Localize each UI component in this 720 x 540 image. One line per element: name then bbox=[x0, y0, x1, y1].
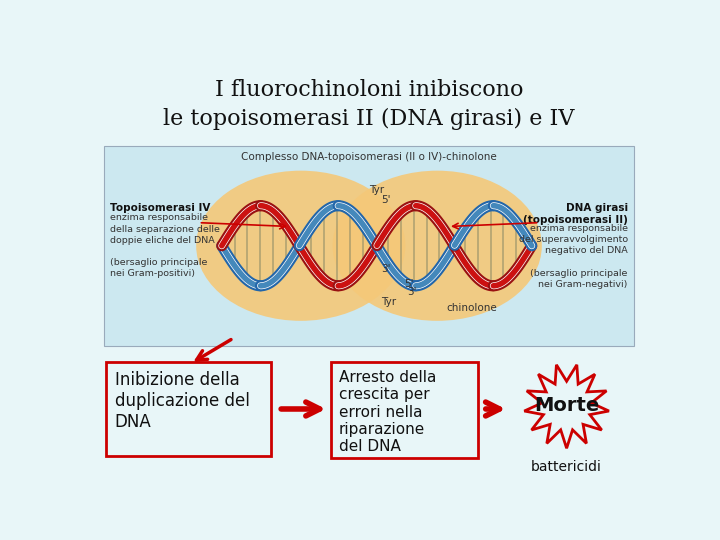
Text: Tyr: Tyr bbox=[381, 297, 396, 307]
Text: enzima responsabile
del superavvolgimento
negativo del DNA

(bersaglio principal: enzima responsabile del superavvolgiment… bbox=[518, 224, 628, 289]
Text: I fluorochinoloni inibiscono
le topoisomerasi II (DNA girasi) e IV: I fluorochinoloni inibiscono le topoisom… bbox=[163, 79, 575, 130]
Ellipse shape bbox=[333, 171, 542, 321]
Ellipse shape bbox=[196, 171, 405, 321]
Text: DNA girasi
(topoisomerasi II): DNA girasi (topoisomerasi II) bbox=[523, 204, 628, 225]
FancyBboxPatch shape bbox=[331, 362, 477, 457]
Text: 5': 5' bbox=[405, 279, 414, 289]
Polygon shape bbox=[524, 365, 609, 448]
Text: enzima responsabile
della separazione delle
doppie eliche del DNA

(bersaglio pr: enzima responsabile della separazione de… bbox=[110, 213, 220, 278]
Text: 3': 3' bbox=[382, 264, 391, 274]
Text: chinolone: chinolone bbox=[446, 303, 498, 313]
Text: Arresto della
crescita per
errori nella
riparazione
del DNA: Arresto della crescita per errori nella … bbox=[339, 370, 436, 454]
Text: Inibizione della
duplicazione del
DNA: Inibizione della duplicazione del DNA bbox=[114, 372, 250, 431]
Text: battericidi: battericidi bbox=[531, 460, 602, 474]
FancyBboxPatch shape bbox=[104, 146, 634, 346]
Text: 3': 3' bbox=[407, 287, 416, 297]
FancyBboxPatch shape bbox=[106, 362, 271, 456]
Text: Tyr: Tyr bbox=[369, 185, 384, 194]
Text: Topoisomerasi IV: Topoisomerasi IV bbox=[110, 204, 210, 213]
Text: 5': 5' bbox=[382, 194, 391, 205]
Text: Complesso DNA-topoisomerasi (II o IV)-chinolone: Complesso DNA-topoisomerasi (II o IV)-ch… bbox=[241, 152, 497, 162]
Text: Morte: Morte bbox=[534, 396, 599, 415]
